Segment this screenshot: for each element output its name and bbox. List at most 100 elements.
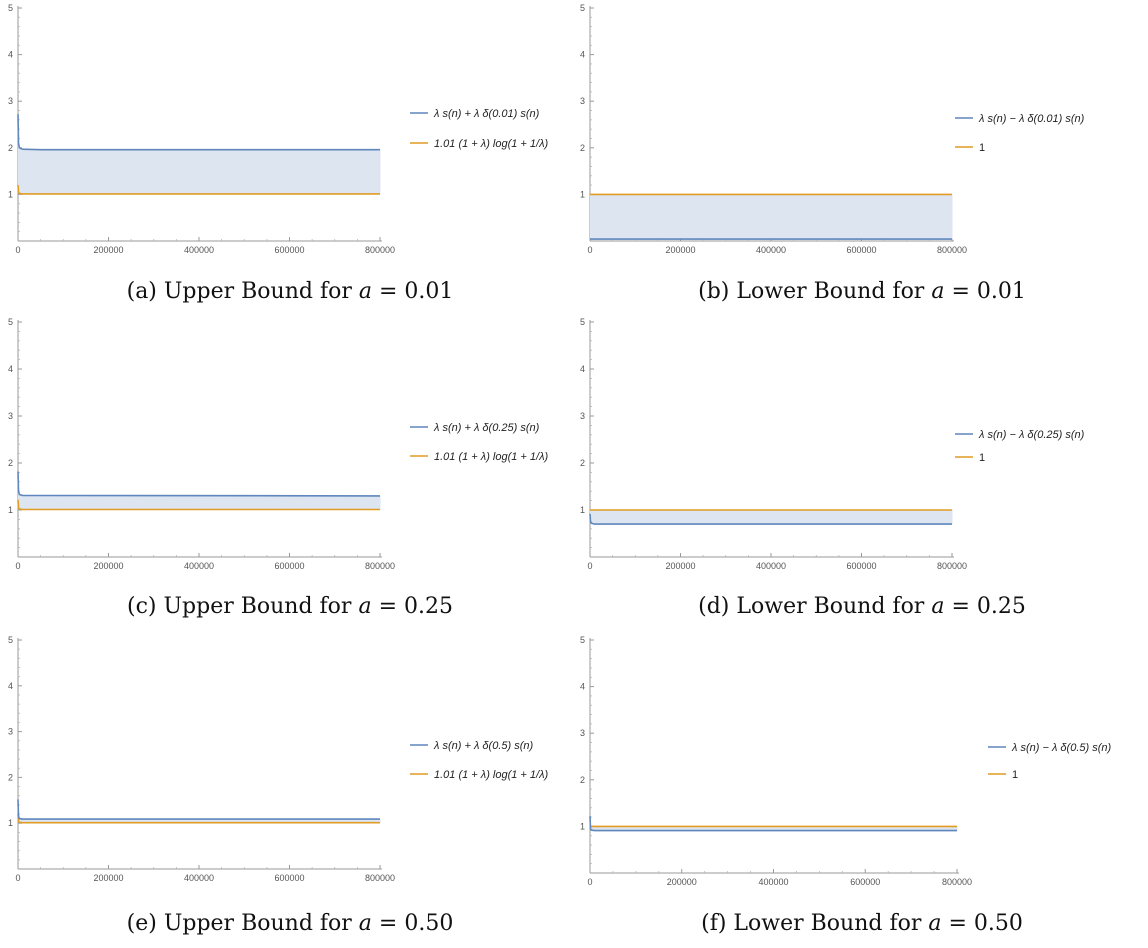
fill-between	[18, 799, 380, 823]
panel-caption: (c) Upper Bound for a = 0.25	[127, 594, 453, 619]
y-tick-label: 5	[8, 3, 13, 13]
caption-variable: a	[358, 594, 371, 619]
y-tick-label: 2	[8, 458, 13, 468]
caption-prefix: (e) Upper Bound for	[127, 911, 359, 936]
caption-prefix: (f) Lower Bound for	[701, 911, 928, 936]
legend-label: 1.01 (1 + λ) log(1 + 1/λ)	[434, 138, 548, 150]
panel-caption: (d) Lower Bound for a = 0.25	[698, 594, 1026, 619]
caption-prefix: (d) Lower Bound for	[698, 594, 931, 619]
caption-value: = 0.25	[372, 594, 453, 619]
legend-label: λ s(n) − λ δ(0.5) s(n)	[1011, 742, 1111, 754]
series-line	[17, 499, 380, 511]
caption-value: = 0.50	[941, 911, 1022, 936]
y-tick-label: 5	[8, 635, 13, 645]
y-tick-label: 3	[580, 411, 585, 421]
fill-between	[590, 510, 952, 525]
y-tick-label: 2	[8, 772, 13, 782]
x-tick-label: 0	[15, 873, 20, 883]
x-tick-label: 0	[587, 245, 592, 255]
panel-caption: (b) Lower Bound for a = 0.01	[698, 279, 1026, 304]
x-tick-label: 600000	[274, 245, 304, 255]
y-tick-label: 3	[8, 96, 13, 106]
x-tick-label: 200000	[93, 561, 123, 571]
y-tick-label: 4	[8, 50, 13, 60]
x-tick-label: 200000	[665, 245, 695, 255]
legend-label: 1	[979, 452, 985, 464]
fill-between	[590, 816, 957, 831]
x-tick-label: 0	[15, 561, 20, 571]
x-tick-label: 400000	[756, 561, 786, 571]
x-tick-label: 600000	[846, 245, 876, 255]
x-tick-label: 0	[587, 877, 592, 887]
legend-label: λ s(n) + λ δ(0.25) s(n)	[433, 422, 540, 434]
y-tick-label: 4	[8, 364, 13, 374]
y-tick-label: 4	[580, 682, 585, 692]
panel-d: 0 200000 400000 600000 800000 1 2 3 4 5 λ s(n) − λ…	[580, 317, 1085, 619]
y-tick-label: 4	[8, 681, 13, 691]
series-line	[17, 813, 380, 824]
caption-value: = 0.01	[944, 279, 1025, 304]
y-tick-label: 3	[580, 96, 585, 106]
y-tick-label: 3	[580, 728, 585, 738]
x-tick-label: 400000	[758, 877, 788, 887]
panel-a: 0 200000 400000 600000 800000 1 2 3 4 5 λ s(n) + λ…	[8, 3, 549, 304]
x-tick-label: 800000	[365, 561, 395, 571]
y-tick-label: 1	[8, 505, 13, 515]
caption-prefix: (a) Upper Bound for	[127, 279, 359, 304]
caption-prefix: (b) Lower Bound for	[698, 279, 931, 304]
x-tick-label: 400000	[756, 245, 786, 255]
y-tick-label: 2	[8, 143, 13, 153]
x-tick-label: 600000	[274, 873, 304, 883]
x-tick-label: 0	[15, 245, 20, 255]
x-tick-label: 600000	[846, 561, 876, 571]
y-tick-label: 1	[580, 505, 585, 515]
x-tick-label: 200000	[93, 873, 123, 883]
panel-b: 0 200000 400000 600000 800000 1 2 3 4 5 λ s(n) − λ…	[580, 3, 1085, 304]
panel-caption: (f) Lower Bound for a = 0.50	[701, 911, 1023, 936]
caption-value: = 0.01	[372, 279, 453, 304]
x-tick-label: 800000	[937, 245, 967, 255]
y-tick-label: 4	[580, 50, 585, 60]
x-tick-label: 800000	[937, 561, 967, 571]
panel-caption: (a) Upper Bound for a = 0.01	[127, 279, 454, 304]
y-tick-label: 3	[8, 411, 13, 421]
legend-label: 1	[1012, 769, 1018, 781]
legend-label: 1.01 (1 + λ) log(1 + 1/λ)	[434, 451, 548, 463]
y-tick-label: 5	[580, 317, 585, 327]
y-tick-label: 3	[8, 727, 13, 737]
legend-label: λ s(n) + λ δ(0.01) s(n)	[433, 108, 540, 120]
x-tick-label: 200000	[665, 561, 695, 571]
y-tick-label: 1	[580, 189, 585, 199]
y-tick-label: 2	[580, 143, 585, 153]
y-tick-label: 5	[580, 3, 585, 13]
legend-label: λ s(n) − λ δ(0.01) s(n)	[978, 113, 1085, 125]
y-tick-label: 1	[8, 818, 13, 828]
x-tick-label: 600000	[850, 877, 880, 887]
y-tick-label: 5	[580, 635, 585, 645]
caption-prefix: (c) Upper Bound for	[127, 594, 358, 619]
caption-variable: a	[359, 279, 372, 304]
y-tick-label: 4	[580, 364, 585, 374]
x-tick-label: 400000	[184, 561, 214, 571]
panel-caption: (e) Upper Bound for a = 0.50	[127, 911, 454, 936]
x-tick-label: 800000	[942, 877, 972, 887]
series-line	[17, 799, 380, 820]
y-tick-label: 2	[580, 458, 585, 468]
caption-value: = 0.50	[372, 911, 453, 936]
y-tick-label: 5	[8, 317, 13, 327]
legend-label: 1	[979, 142, 985, 154]
x-tick-label: 800000	[365, 245, 395, 255]
caption-variable: a	[359, 911, 372, 936]
x-tick-label: 200000	[93, 245, 123, 255]
legend-label: 1.01 (1 + λ) log(1 + 1/λ)	[434, 769, 548, 781]
series-line	[589, 513, 952, 525]
series-line	[589, 816, 957, 832]
series-line	[17, 185, 380, 195]
panel-e: 0 200000 400000 600000 800000 1 2 3 4 5 λ s(n) + λ…	[8, 635, 549, 936]
caption-variable: a	[931, 594, 944, 619]
fill-between	[18, 114, 380, 194]
panel-f: 0 200000 400000 600000 800000 1 2 3 4 5 λ s(n) − λ…	[580, 635, 1112, 936]
x-tick-label: 600000	[274, 561, 304, 571]
fill-between	[18, 471, 380, 510]
